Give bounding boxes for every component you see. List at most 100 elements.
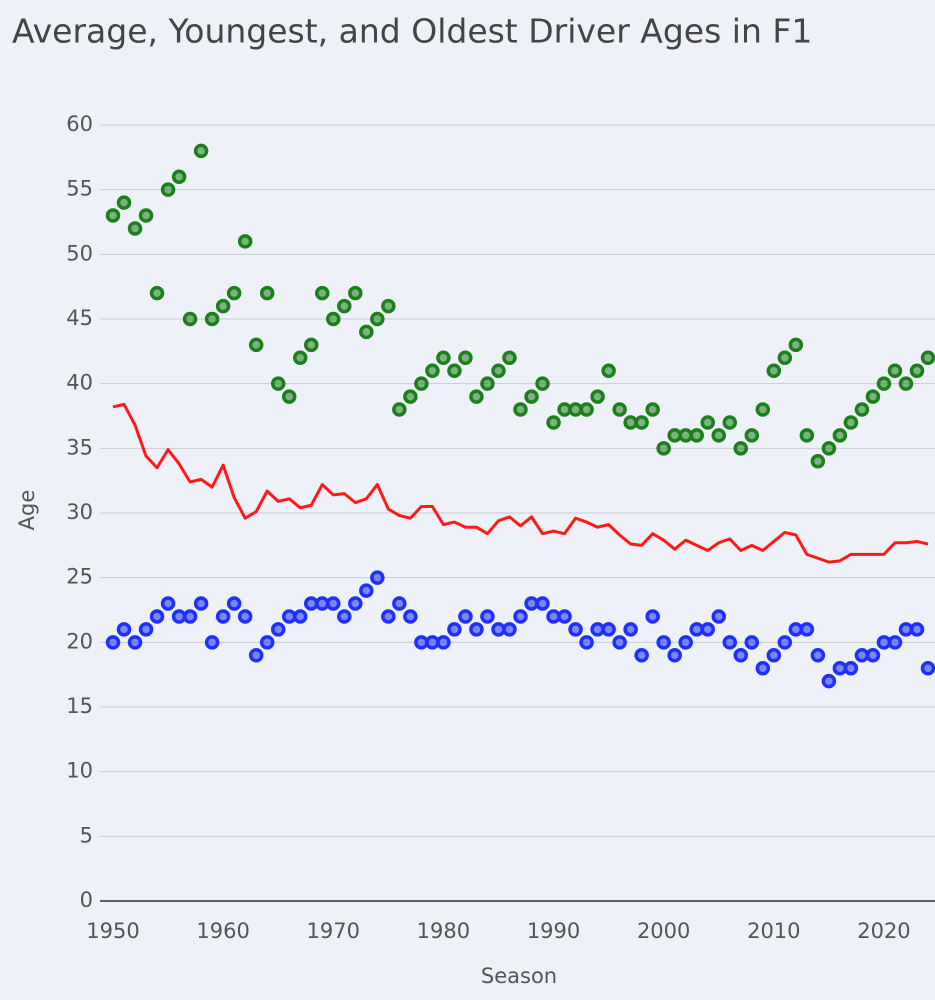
age-point — [414, 376, 429, 391]
average-line — [112, 402, 929, 564]
x-tick-label: 1990 — [527, 919, 580, 943]
age-point — [491, 363, 506, 378]
age-point — [766, 648, 782, 663]
age-point — [248, 337, 264, 353]
age-point — [381, 609, 396, 624]
y-tick-label: 40 — [66, 371, 93, 395]
age-point — [557, 609, 572, 624]
age-point — [458, 350, 473, 366]
age-point — [832, 428, 848, 443]
x-tick-label: 1950 — [86, 919, 139, 943]
age-point — [326, 311, 341, 327]
age-point — [612, 402, 627, 417]
age-point — [315, 285, 330, 301]
age-point — [766, 363, 782, 378]
age-point — [403, 609, 418, 624]
age-point — [193, 143, 209, 159]
age-point — [854, 402, 870, 417]
age-point — [744, 428, 760, 443]
age-point — [436, 350, 451, 366]
age-point — [689, 428, 704, 443]
x-tick-label: 2000 — [637, 919, 690, 943]
age-point — [502, 350, 517, 366]
age-point — [711, 609, 726, 624]
age-point — [678, 635, 693, 650]
age-point — [810, 454, 826, 469]
age-point — [843, 660, 859, 676]
age-point — [546, 415, 561, 430]
age-point — [370, 311, 385, 327]
age-point — [303, 337, 319, 353]
age-point — [116, 622, 132, 637]
y-tick-label: 0 — [80, 888, 93, 912]
age-point — [612, 635, 627, 650]
age-point — [248, 648, 264, 663]
age-point — [898, 376, 914, 391]
age-point — [535, 596, 550, 611]
y-tick-label: 20 — [66, 629, 93, 653]
age-point — [777, 635, 793, 650]
y-tick-label: 45 — [66, 306, 93, 330]
age-point — [160, 596, 176, 611]
y-tick-label: 25 — [66, 565, 93, 589]
age-point — [755, 402, 771, 417]
age-point — [821, 441, 837, 456]
age-point — [700, 622, 715, 637]
age-point — [909, 363, 925, 378]
age-point — [215, 609, 231, 624]
age-point — [326, 596, 341, 611]
age-point — [722, 415, 738, 430]
age-point — [887, 363, 903, 378]
age-point — [865, 389, 881, 404]
x-tick-label: 1960 — [196, 919, 249, 943]
age-point — [755, 660, 771, 676]
age-point — [634, 415, 649, 430]
y-tick-label: 50 — [66, 241, 93, 265]
y-tick-label: 15 — [66, 694, 93, 718]
age-point — [337, 609, 352, 624]
age-point — [601, 622, 616, 637]
age-point — [370, 570, 385, 585]
age-point — [777, 350, 793, 366]
y-tick-label: 10 — [66, 759, 93, 783]
age-point — [259, 635, 275, 650]
chart-title: Average, Youngest, and Oldest Driver Age… — [12, 12, 812, 51]
age-point — [138, 622, 154, 637]
age-point — [171, 169, 187, 184]
age-point — [447, 622, 462, 637]
age-point — [568, 622, 583, 637]
age-point — [810, 648, 826, 663]
age-point — [920, 350, 935, 366]
y-tick-label: 35 — [66, 435, 93, 459]
age-point — [215, 298, 231, 314]
age-point — [744, 635, 760, 650]
age-point — [447, 363, 462, 378]
age-point — [656, 441, 671, 456]
age-point — [105, 208, 121, 223]
age-point — [149, 285, 165, 301]
age-point — [259, 285, 275, 301]
age-point — [821, 673, 837, 689]
age-point — [182, 609, 198, 624]
age-point — [711, 428, 726, 443]
age-point — [799, 428, 815, 443]
age-point — [469, 622, 484, 637]
age-point — [920, 660, 935, 676]
age-point — [270, 622, 286, 637]
age-point — [149, 609, 165, 624]
y-axis-title: Age — [15, 490, 39, 531]
age-point — [700, 415, 715, 430]
age-point — [348, 285, 363, 301]
age-point — [281, 389, 297, 404]
age-point — [733, 441, 749, 456]
age-point — [469, 389, 484, 404]
age-point — [204, 311, 220, 327]
age-point — [656, 635, 671, 650]
age-point — [667, 648, 682, 663]
age-point — [623, 622, 638, 637]
age-point — [226, 596, 242, 611]
age-point — [865, 648, 881, 663]
age-point — [535, 376, 550, 391]
x-tick-label: 1970 — [307, 919, 360, 943]
